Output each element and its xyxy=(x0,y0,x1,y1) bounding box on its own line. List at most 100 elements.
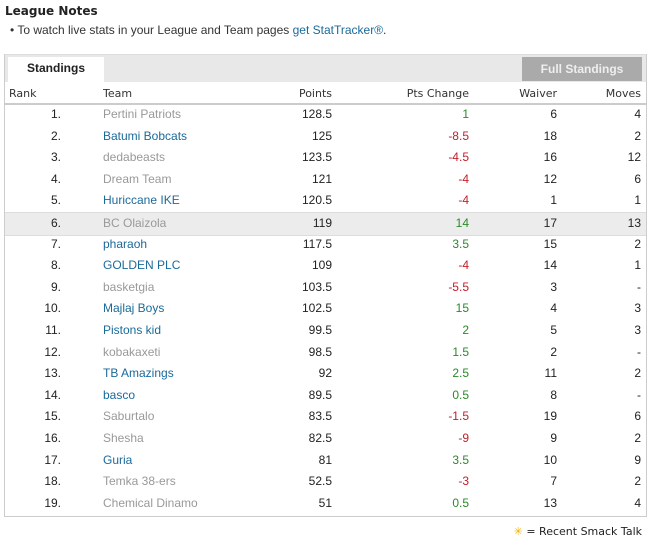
cell-change: -4 xyxy=(458,193,469,208)
team-link[interactable]: Huriccane IKE xyxy=(103,193,180,208)
cell-waiver: 19 xyxy=(543,409,557,424)
note-text: To watch live stats in your League and T… xyxy=(17,23,293,37)
col-waiver[interactable]: Waiver xyxy=(519,87,557,100)
table-row: 5. Huriccane IKE 120.5 -4 1 1 xyxy=(5,190,646,212)
team-link[interactable]: Shesha xyxy=(103,431,144,445)
col-pts-change[interactable]: Pts Change xyxy=(406,87,469,100)
cell-moves: 4 xyxy=(634,107,641,121)
standings-panel: Standings Full Standings Rank Team Point… xyxy=(4,54,647,517)
table-row: 16. Shesha 82.5 -9 9 2 xyxy=(5,428,646,450)
cell-rank: 15. xyxy=(44,409,61,424)
team-link[interactable]: GOLDEN PLC xyxy=(103,258,181,273)
cell-points: 81 xyxy=(318,452,332,467)
team-link[interactable]: Pistons kid xyxy=(103,323,162,337)
cell-moves: - xyxy=(637,387,641,402)
cell-moves: 1 xyxy=(634,193,641,208)
cell-rank: 16. xyxy=(44,431,61,445)
cell-waiver: 10 xyxy=(543,452,557,467)
table-row: 18. Temka 38-ers 52.5 -3 7 2 xyxy=(5,471,646,493)
team-link[interactable]: Saburtalo xyxy=(103,409,155,424)
stattracker-link[interactable]: get StatTracker® xyxy=(292,23,384,37)
team-link[interactable]: Temka 38-ers xyxy=(103,474,176,489)
cell-moves: 3 xyxy=(634,323,641,337)
table-row: 6. BC Olaizola 119 14 17 13 xyxy=(5,212,646,236)
cell-change: -3 xyxy=(458,474,469,489)
smack-talk-legend: ✳ = Recent Smack Talk xyxy=(514,525,642,538)
cell-change: 0.5 xyxy=(452,387,469,402)
cell-rank: 5. xyxy=(50,193,61,208)
table-row: 12. kobakaxeti 98.5 1.5 2 - xyxy=(5,342,646,364)
cell-moves: - xyxy=(637,279,641,294)
cell-moves: 6 xyxy=(634,409,641,424)
team-link[interactable]: Majlaj Boys xyxy=(103,301,165,316)
cell-change: 2.5 xyxy=(452,366,469,381)
cell-rank: 13. xyxy=(44,366,61,381)
cell-points: 92 xyxy=(318,366,332,381)
team-link[interactable]: basco xyxy=(103,387,136,402)
cell-change: 3.5 xyxy=(452,236,469,251)
cell-change: -4.5 xyxy=(448,150,469,165)
league-notes-title: League Notes xyxy=(5,4,98,18)
team-link[interactable]: Guria xyxy=(103,452,133,467)
cell-moves: 2 xyxy=(634,366,641,381)
table-row: 8. GOLDEN PLC 109 -4 14 1 xyxy=(5,255,646,277)
team-link[interactable]: Dream Team xyxy=(103,171,172,186)
cell-points: 98.5 xyxy=(308,344,332,359)
cell-waiver: 11 xyxy=(544,366,557,381)
cell-waiver: 1 xyxy=(550,193,557,208)
cell-points: 82.5 xyxy=(308,431,332,445)
team-link[interactable]: pharaoh xyxy=(103,236,148,251)
team-link[interactable]: Chemical Dinamo xyxy=(103,495,198,510)
tab-standings[interactable]: Standings xyxy=(8,57,104,88)
legend-text: = Recent Smack Talk xyxy=(526,525,642,538)
cell-moves: 3 xyxy=(634,301,641,316)
table-row: 11. Pistons kid 99.5 2 5 3 xyxy=(5,320,646,342)
col-moves[interactable]: Moves xyxy=(605,87,641,100)
smack-talk-star-icon: ✳ xyxy=(513,525,523,538)
cell-points: 102.5 xyxy=(301,301,332,316)
team-link[interactable]: Pertini Patriots xyxy=(103,107,182,121)
team-link[interactable]: TB Amazings xyxy=(103,366,174,381)
team-link[interactable]: kobakaxeti xyxy=(103,344,161,359)
cell-change: -4 xyxy=(458,258,469,273)
table-row: 4. Dream Team 121 -4 12 6 xyxy=(5,169,646,191)
cell-waiver: 5 xyxy=(550,323,557,337)
cell-points: 117.5 xyxy=(302,236,332,251)
cell-points: 121 xyxy=(311,171,332,186)
cell-moves: 2 xyxy=(634,236,641,251)
table-row: 14. basco 89.5 0.5 8 - xyxy=(5,385,646,407)
cell-moves: 12 xyxy=(627,150,641,165)
cell-waiver: 8 xyxy=(550,387,557,402)
col-rank[interactable]: Rank xyxy=(9,87,37,100)
team-link[interactable]: Batumi Bobcats xyxy=(103,128,188,143)
cell-rank: 18. xyxy=(44,474,61,489)
cell-points: 125 xyxy=(311,128,332,143)
cell-points: 119 xyxy=(312,216,332,230)
cell-rank: 9. xyxy=(50,279,61,294)
cell-rank: 7. xyxy=(50,236,61,251)
table-row: 2. Batumi Bobcats 125 -8.5 18 2 xyxy=(5,126,646,148)
cell-waiver: 12 xyxy=(543,171,557,186)
cell-moves: 2 xyxy=(634,474,641,489)
col-team[interactable]: Team xyxy=(103,87,133,100)
team-link[interactable]: basketgia xyxy=(103,279,155,294)
cell-waiver: 2 xyxy=(550,344,557,359)
cell-waiver: 15 xyxy=(543,236,557,251)
cell-points: 128.5 xyxy=(301,107,332,121)
cell-change: -5.5 xyxy=(448,279,469,294)
cell-waiver: 17 xyxy=(543,216,557,230)
table-row: 7. pharaoh 117.5 3.5 15 2 xyxy=(5,234,646,256)
cell-points: 123.5 xyxy=(301,150,332,165)
team-link[interactable]: BC Olaizola xyxy=(103,216,167,230)
cell-waiver: 13 xyxy=(543,495,557,510)
cell-points: 120.5 xyxy=(301,193,332,208)
cell-change: 1.5 xyxy=(452,344,469,359)
cell-waiver: 6 xyxy=(550,107,557,121)
table-row: 13. TB Amazings 92 2.5 11 2 xyxy=(5,363,646,385)
team-link[interactable]: dedabeasts xyxy=(103,150,166,165)
cell-moves: 9 xyxy=(634,452,641,467)
col-points[interactable]: Points xyxy=(298,87,332,100)
cell-rank: 3. xyxy=(50,150,61,165)
cell-moves: 13 xyxy=(627,216,641,230)
full-standings-button[interactable]: Full Standings xyxy=(522,57,642,81)
